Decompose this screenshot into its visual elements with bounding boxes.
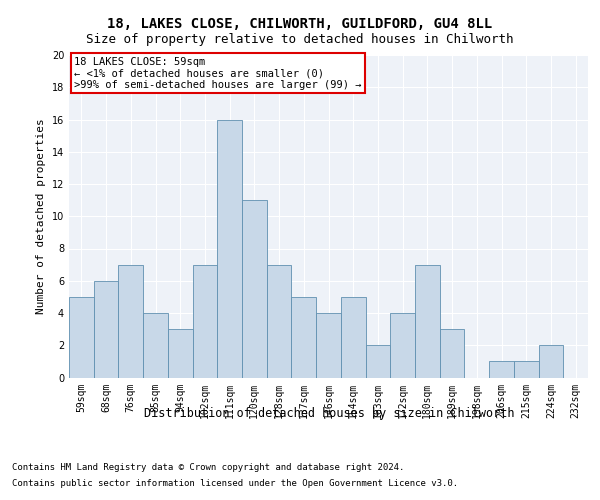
- Text: Contains HM Land Registry data © Crown copyright and database right 2024.: Contains HM Land Registry data © Crown c…: [12, 462, 404, 471]
- Bar: [94, 281, 118, 378]
- Text: Size of property relative to detached houses in Chilworth: Size of property relative to detached ho…: [86, 32, 514, 46]
- Bar: [341, 297, 365, 378]
- Text: Contains public sector information licensed under the Open Government Licence v3: Contains public sector information licen…: [12, 479, 458, 488]
- Bar: [267, 264, 292, 378]
- Bar: [316, 313, 341, 378]
- Bar: [514, 362, 539, 378]
- Bar: [193, 264, 217, 378]
- Y-axis label: Number of detached properties: Number of detached properties: [36, 118, 46, 314]
- Bar: [415, 264, 440, 378]
- Bar: [143, 313, 168, 378]
- Bar: [539, 345, 563, 378]
- Bar: [69, 297, 94, 378]
- Bar: [365, 345, 390, 378]
- Bar: [118, 264, 143, 378]
- Text: 18 LAKES CLOSE: 59sqm
← <1% of detached houses are smaller (0)
>99% of semi-deta: 18 LAKES CLOSE: 59sqm ← <1% of detached …: [74, 56, 362, 90]
- Text: Distribution of detached houses by size in Chilworth: Distribution of detached houses by size …: [143, 408, 514, 420]
- Bar: [489, 362, 514, 378]
- Bar: [217, 120, 242, 378]
- Bar: [390, 313, 415, 378]
- Bar: [168, 329, 193, 378]
- Text: 18, LAKES CLOSE, CHILWORTH, GUILDFORD, GU4 8LL: 18, LAKES CLOSE, CHILWORTH, GUILDFORD, G…: [107, 18, 493, 32]
- Bar: [292, 297, 316, 378]
- Bar: [242, 200, 267, 378]
- Bar: [440, 329, 464, 378]
